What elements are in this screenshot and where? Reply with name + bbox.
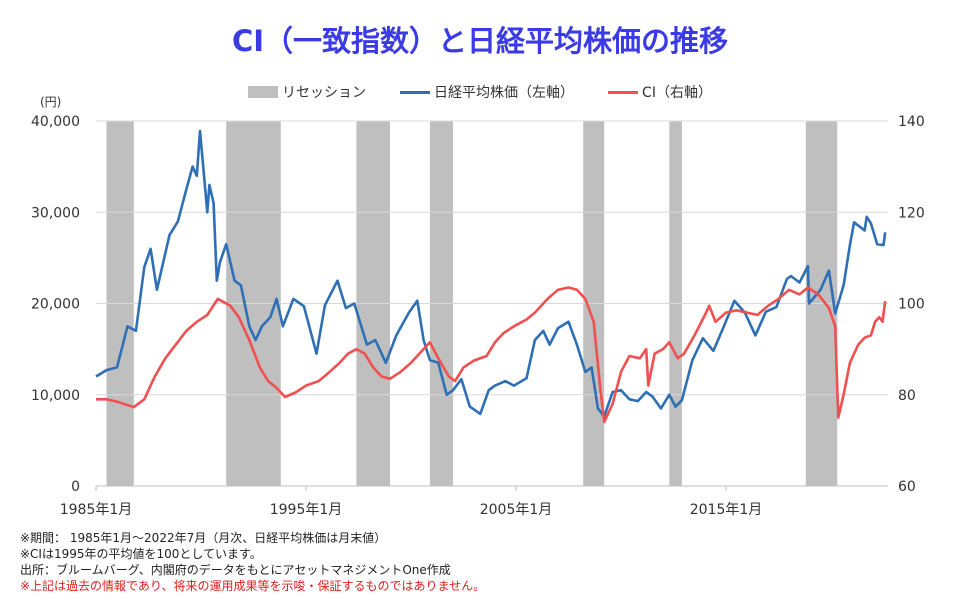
note-ci-base: ※CIは1995年の平均値を100としています。 [20,547,262,561]
y-right-tick-label: 100 [898,297,925,313]
y-right-tick-label: 140 [898,114,925,130]
y-left-axis-label: (円) [40,95,61,109]
nikkei-line [95,129,887,418]
note-source: 出所：ブルームバーグ、内閣府のデータをもとにアセットマネジメントOne作成 [20,563,451,577]
x-tick-label: 1985年1月 [60,502,133,518]
note-disclaimer: ※上記は過去の情報であり、将来の運用成果等を示唆・保証するものではありません。 [20,579,486,593]
legend-label: CI（右軸） [642,85,712,101]
legend-label: リセッション [282,85,367,101]
legend-swatch-nikkei [400,90,431,94]
y-left-tick-label: 10,000 [31,388,80,404]
x-tick-label: 1995年1月 [270,502,343,518]
footnotes: ※期間： 1985年1月～2022年7月（月次、日経平均株価は月末値） ※CIは… [20,530,485,594]
legend-label: 日経平均株価（左軸） [434,85,575,101]
x-tick-label: 2005年1月 [480,502,553,518]
legend: リセッション 日経平均株価（左軸） CI（右軸） [0,82,960,102]
y-left-tick-label: 20,000 [31,297,80,313]
chart-plot: 0 10,000 20,000 30,000 40,000 60 80 100 120 140 (円… [31,95,925,518]
y-right-tick-label: 120 [898,205,925,221]
y-left-tick-label: 30,000 [31,205,80,221]
note-period: ※期間： 1985年1月～2022年7月（月次、日経平均株価は月末値） [20,531,387,545]
legend-swatch-recession [248,86,279,98]
y-left-tick-label: 40,000 [31,114,80,130]
legend-recession: リセッション [248,82,366,102]
chart-title: CI（一致指数）と日経平均株価の推移 [231,24,729,58]
legend-nikkei: 日経平均株価（左軸） [400,82,574,102]
legend-ci: CI（右軸） [608,82,712,102]
x-tick-label: 2015年1月 [690,502,763,518]
y-left-tick-label: 0 [71,479,80,495]
legend-swatch-ci [608,90,639,94]
ci-line [96,286,887,424]
y-right-tick-label: 80 [898,388,916,404]
y-right-tick-label: 60 [898,479,916,495]
